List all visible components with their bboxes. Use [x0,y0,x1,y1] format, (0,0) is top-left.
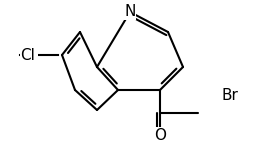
Text: Br: Br [222,88,238,102]
Text: O: O [154,128,166,142]
Text: Cl: Cl [20,47,35,62]
Text: Cl: Cl [23,47,38,62]
Text: N: N [124,4,136,20]
